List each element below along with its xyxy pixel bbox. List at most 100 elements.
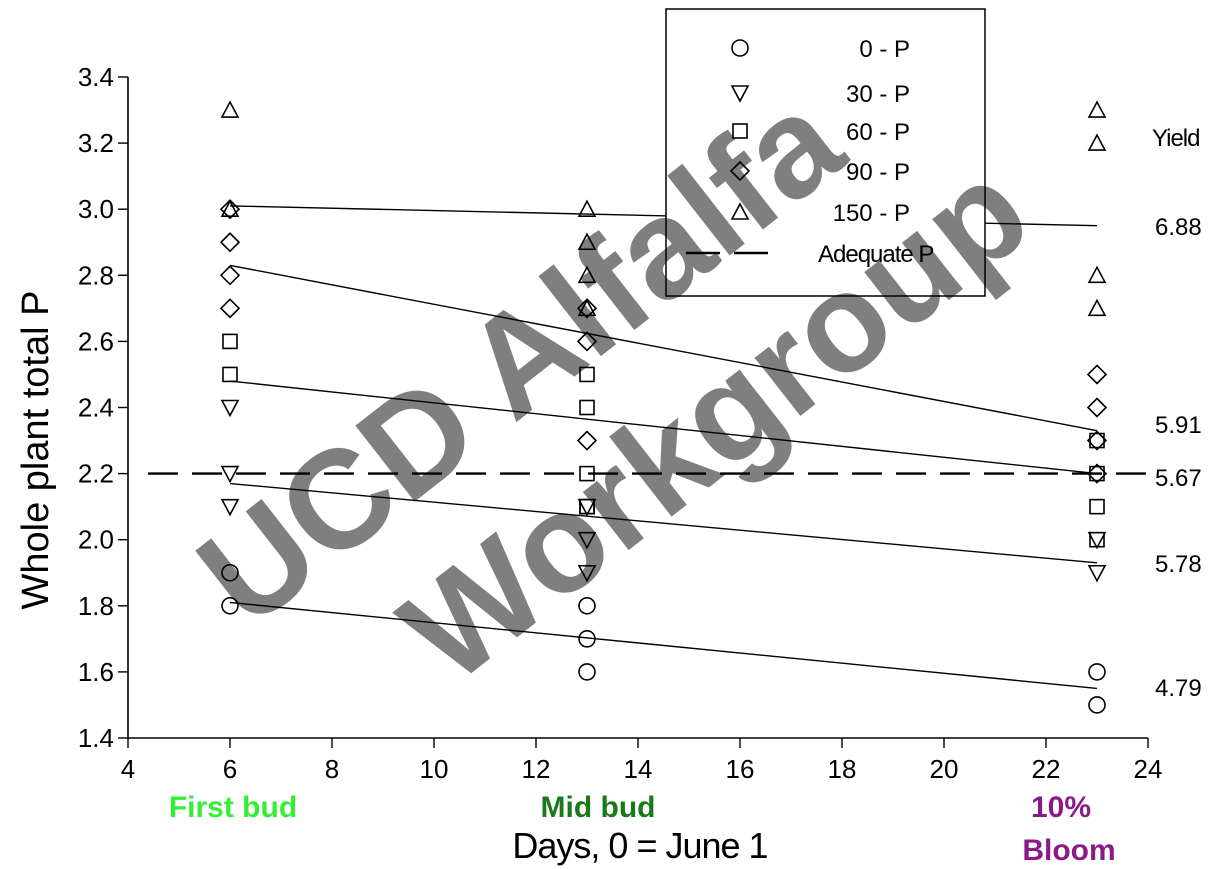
- legend-marker: [732, 123, 748, 139]
- legend: 0 - P 30 - P 60 - P 90 - P 150 - P Adequate P: [665, 8, 986, 297]
- x-tick-label: 10: [420, 754, 449, 784]
- legend-box: [665, 8, 986, 297]
- data-point: [219, 265, 241, 286]
- data-point: [579, 366, 595, 383]
- legend-label: 60 - P: [846, 119, 910, 146]
- legend-marker: [731, 39, 749, 57]
- y-tick-label: 3.4: [78, 62, 114, 92]
- x-tick-label: 18: [828, 754, 857, 784]
- y-tick-label: 2.4: [78, 393, 114, 423]
- stage-label: Mid bud: [541, 791, 656, 824]
- trend-line: [229, 482, 1098, 564]
- y-tick-label: 1.8: [78, 591, 114, 621]
- data-point: [576, 298, 598, 319]
- data-point: [221, 596, 239, 615]
- data-point: [576, 430, 598, 451]
- data-point: [1087, 531, 1107, 550]
- x-tick-label: 22: [1032, 754, 1061, 784]
- yield-label: 5.78: [1155, 551, 1202, 578]
- data-point: [578, 663, 596, 681]
- data-point: [1088, 696, 1106, 714]
- data-point: [577, 199, 597, 217]
- y-tick-label: 2.0: [78, 525, 114, 555]
- data-point: [579, 498, 595, 515]
- data-point: [220, 399, 240, 418]
- y-tick-label: 2.8: [78, 260, 114, 290]
- trend-lines: [229, 205, 1098, 690]
- data-point: [1089, 498, 1105, 515]
- data-point: [577, 265, 597, 284]
- legend-label: 0 - P: [859, 36, 910, 63]
- yield-label: 5.91: [1155, 412, 1202, 439]
- growth-stage-labels: First bud Mid bud 10% Bloom: [169, 791, 1116, 867]
- data-point: [1086, 364, 1108, 385]
- legend-label: 90 - P: [846, 159, 910, 186]
- data-point: [1088, 663, 1106, 681]
- data-point: [1089, 432, 1105, 449]
- data-point: [221, 563, 239, 582]
- y-tick-label: 3.0: [78, 194, 114, 224]
- legend-label: 30 - P: [846, 81, 910, 108]
- data-point: [219, 199, 241, 220]
- legend-marker: [729, 160, 751, 182]
- data-point: [578, 596, 596, 615]
- data-point: [1087, 265, 1107, 284]
- x-tick-label: 6: [223, 754, 237, 784]
- yield-labels: 4.79 5.78 5.67 5.91 6.88 Yield: [1152, 125, 1202, 702]
- yield-label: 6.88: [1155, 214, 1202, 241]
- x-tick-label: 24: [1134, 754, 1163, 784]
- data-point: [219, 298, 241, 319]
- x-tick-label: 16: [726, 754, 755, 784]
- legend-marker: [730, 202, 750, 220]
- x-axis-title: Days, 0 = June 1: [512, 825, 767, 866]
- yield-label: 4.79: [1155, 675, 1202, 702]
- data-point: [577, 564, 597, 583]
- data-point: [576, 331, 598, 352]
- data-point: [579, 465, 595, 482]
- trend-line: [229, 380, 1098, 475]
- data-point: [222, 333, 238, 350]
- data-point: [1087, 133, 1107, 151]
- legend-label: Adequate P: [818, 241, 933, 268]
- data-point: [577, 298, 597, 317]
- x-tick-label: 20: [930, 754, 959, 784]
- y-tick-label: 2.2: [78, 459, 114, 489]
- data-point: [1087, 564, 1107, 583]
- y-tick-label: 2.6: [78, 326, 114, 356]
- trend-line: [229, 601, 1098, 690]
- x-tick-label: 4: [121, 754, 135, 784]
- yield-header: Yield: [1152, 125, 1199, 152]
- data-point: [579, 399, 595, 416]
- y-tick-label: 3.2: [78, 128, 114, 158]
- x-tick-label: 14: [624, 754, 653, 784]
- y-tick-label: 1.6: [78, 657, 114, 687]
- yield-label: 5.67: [1155, 465, 1202, 492]
- y-tick-label: 1.4: [78, 723, 114, 753]
- data-point: [1087, 100, 1107, 118]
- trend-line: [229, 264, 1098, 432]
- stage-label: First bud: [169, 791, 297, 824]
- data-point: [1089, 531, 1105, 548]
- data-point: [1087, 298, 1107, 317]
- data-point: [219, 232, 241, 253]
- data-points: [219, 100, 1108, 714]
- data-point: [220, 199, 240, 217]
- data-point: [1086, 463, 1108, 484]
- axes: 4 6 8 10 12 14 16 18 20 22 24 1.4 1.6 1.8 2.0 2.2 2.4 2.6…: [78, 62, 1163, 784]
- data-point: [1086, 430, 1108, 451]
- data-point: [222, 366, 238, 383]
- legend-marker: [730, 85, 750, 103]
- data-point: [577, 531, 597, 550]
- y-axis-title: Whole plant total P: [15, 291, 57, 610]
- data-point: [577, 232, 597, 251]
- legend-label: 150 - P: [833, 200, 910, 227]
- x-tick-label: 12: [522, 754, 551, 784]
- stage-label: 10% Bloom: [1022, 791, 1115, 867]
- x-tick-label: 8: [325, 754, 339, 784]
- data-point: [220, 465, 240, 484]
- data-point: [578, 630, 596, 648]
- data-point: [220, 100, 240, 118]
- data-point: [1089, 465, 1105, 482]
- data-point: [1086, 397, 1108, 418]
